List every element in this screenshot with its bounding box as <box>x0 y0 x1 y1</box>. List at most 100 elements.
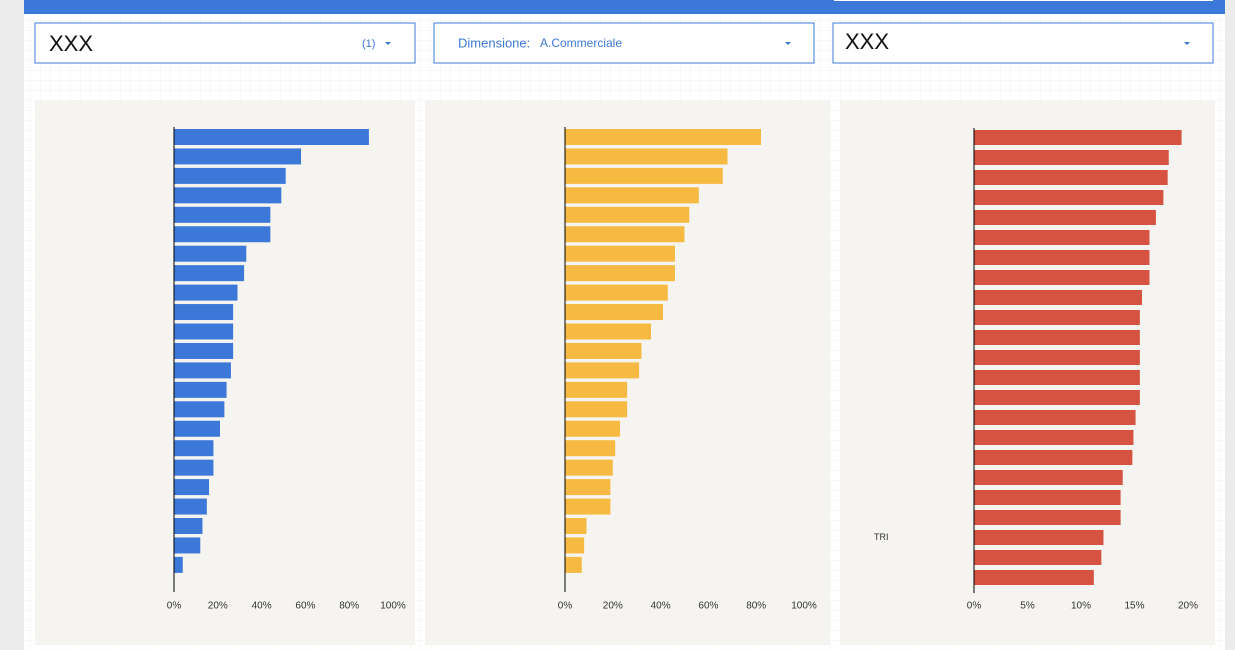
bar <box>565 265 675 282</box>
bar <box>174 479 210 496</box>
filter-label: XXX <box>49 31 93 56</box>
bar <box>565 459 613 476</box>
filter-box[interactable] <box>433 22 815 64</box>
bar <box>974 210 1156 225</box>
bar <box>174 304 234 321</box>
filter-box[interactable] <box>34 22 416 64</box>
bar <box>974 290 1142 305</box>
bar <box>974 130 1182 145</box>
bar <box>974 310 1140 325</box>
x-tick-label: 60% <box>698 601 718 612</box>
filter-box[interactable] <box>832 22 1214 64</box>
x-tick-label: 100% <box>791 601 817 612</box>
bar <box>174 245 247 262</box>
bar <box>974 190 1164 205</box>
x-tick-label: 60% <box>295 601 315 612</box>
bar <box>565 323 652 340</box>
x-tick-label: 0% <box>558 601 573 612</box>
bar <box>174 420 220 437</box>
bar <box>974 390 1140 405</box>
bar <box>565 187 699 204</box>
bar <box>565 440 616 457</box>
bar <box>565 420 620 437</box>
bar <box>174 323 234 340</box>
bar <box>974 410 1136 425</box>
bar <box>174 537 201 554</box>
bar <box>565 362 640 379</box>
bar <box>174 206 271 223</box>
bar <box>974 570 1094 585</box>
x-tick-label: 0% <box>967 601 982 612</box>
x-tick-label: 15% <box>1124 601 1144 612</box>
bar <box>565 381 628 398</box>
bar <box>174 167 286 184</box>
bar <box>974 230 1150 245</box>
filter-label: XXX <box>845 29 889 54</box>
bar <box>974 550 1102 565</box>
x-tick-label: 20% <box>208 601 228 612</box>
bar <box>565 498 611 515</box>
bar <box>174 342 234 359</box>
bar <box>565 518 587 534</box>
bar <box>974 270 1150 285</box>
bar <box>974 510 1121 525</box>
bar <box>565 401 628 418</box>
bar <box>565 556 582 573</box>
bar <box>174 362 231 379</box>
x-tick-label: 0% <box>167 601 182 612</box>
header-control <box>834 0 1213 1</box>
bar <box>565 129 761 145</box>
filter-count: (1) <box>362 38 375 50</box>
dropdown-arrow <box>1184 42 1190 45</box>
bar <box>174 265 245 282</box>
filter[interactable]: XXX (1) <box>34 22 416 64</box>
bar <box>974 330 1140 345</box>
bar <box>565 537 585 554</box>
x-tick-label: 10% <box>1071 601 1091 612</box>
bar <box>565 148 728 165</box>
x-tick-label: 40% <box>651 601 671 612</box>
bar <box>174 187 282 204</box>
bar <box>565 304 663 321</box>
filter-label: Dimensione: <box>458 35 530 50</box>
bar <box>974 450 1133 465</box>
bar <box>174 148 302 165</box>
filter[interactable]: Dimensione: A.Commerciale <box>433 22 815 64</box>
bar <box>974 350 1140 365</box>
bar <box>565 167 723 184</box>
bar <box>974 430 1134 445</box>
bar <box>974 170 1168 185</box>
dropdown-arrow <box>785 42 791 45</box>
bar <box>174 556 183 573</box>
bar <box>174 498 207 515</box>
x-tick-label: 20% <box>603 601 623 612</box>
x-tick-label: 40% <box>252 601 272 612</box>
dropdown-arrow <box>385 42 391 45</box>
bar <box>174 401 225 418</box>
bar <box>974 470 1123 485</box>
x-tick-label: 5% <box>1020 601 1035 612</box>
bar <box>974 370 1140 385</box>
header-bar <box>24 0 1225 14</box>
bar <box>174 381 227 398</box>
bar <box>565 206 690 223</box>
bar <box>174 284 238 301</box>
bar <box>174 440 214 457</box>
bar <box>974 250 1150 265</box>
bar <box>565 245 675 262</box>
bar <box>974 490 1121 505</box>
bar <box>565 342 642 359</box>
bar <box>174 129 369 145</box>
bar <box>565 226 685 243</box>
bar <box>174 518 203 534</box>
bar <box>565 479 611 496</box>
bar <box>174 459 214 476</box>
x-tick-label: 20% <box>1178 601 1198 612</box>
x-tick-label: 100% <box>380 601 406 612</box>
filter[interactable]: XXX <box>832 22 1214 64</box>
bar <box>565 284 668 301</box>
x-tick-label: 80% <box>339 601 359 612</box>
filter-value: A.Commerciale <box>540 36 622 50</box>
